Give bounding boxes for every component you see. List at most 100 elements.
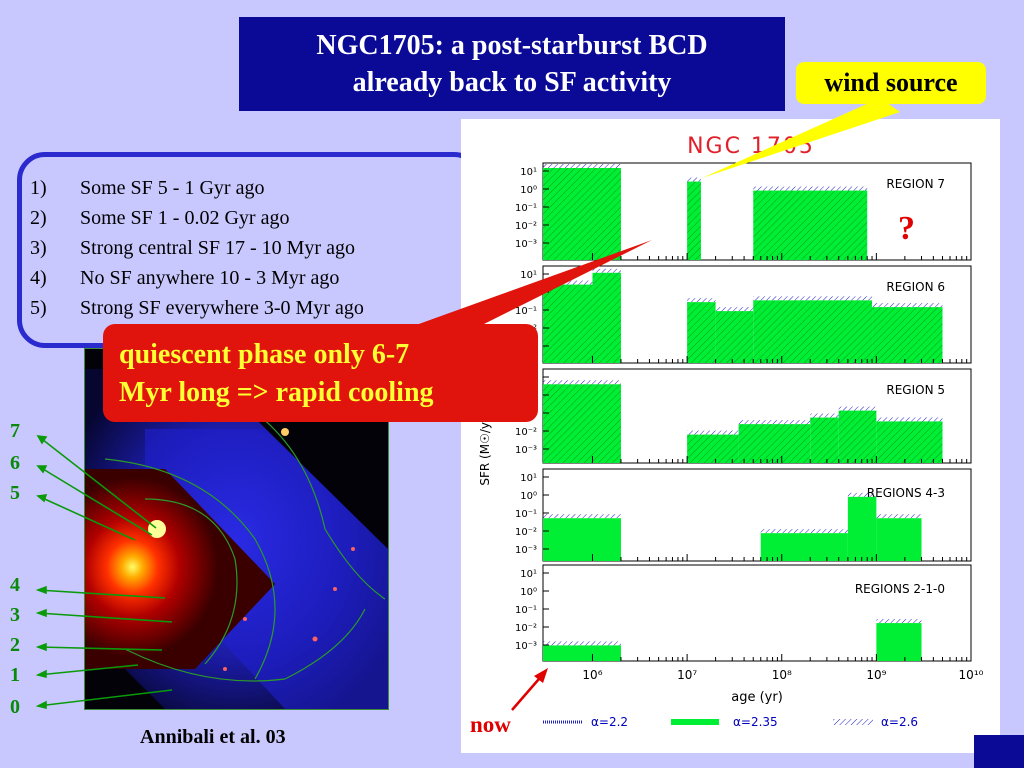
list-item-number: 3): [30, 237, 47, 259]
sfr-bin-hatch: [753, 186, 868, 191]
region-label: 6: [10, 452, 20, 474]
list-item: 3) Strong central SF 17 - 10 Myr ago: [30, 237, 355, 260]
chart-title: NGC 1705: [687, 134, 815, 159]
region-label: 2: [10, 634, 20, 656]
y-tick-label: 10⁻¹: [515, 306, 537, 317]
list-item: 1) Some SF 5 - 1 Gyr ago: [30, 177, 264, 200]
citation: Annibali et al. 03: [140, 726, 286, 748]
sfr-bin: [760, 533, 848, 561]
sfr-bin-hatch: [847, 492, 877, 497]
sfr-bin-hatch: [876, 619, 922, 624]
legend-label: α=2.35: [733, 715, 778, 729]
list-item-number: 2): [30, 207, 47, 229]
quiescent-callout: quiescent phase only 6-7 Myr long => rap…: [103, 324, 538, 422]
y-tick-label: 10¹: [520, 473, 537, 484]
legend-swatch: [833, 719, 873, 725]
sfr-bin: [753, 300, 873, 363]
panel-frame: [542, 564, 972, 662]
x-tick-label: 10⁶: [582, 668, 602, 682]
panel-label: REGION 6: [886, 280, 945, 294]
y-tick-label: 10⁻¹: [515, 203, 537, 214]
list-item: 4) No SF anywhere 10 - 3 Myr ago: [30, 267, 339, 290]
list-item-text: Strong SF everywhere 3-0 Myr ago: [80, 297, 364, 319]
y-tick-label: 10⁻¹: [515, 605, 537, 616]
list-item: 5) Strong SF everywhere 3-0 Myr ago: [30, 297, 364, 320]
sfr-bin: [543, 168, 621, 260]
list-item-text: Some SF 1 - 0.02 Gyr ago: [80, 207, 290, 229]
panel-label: REGION 7: [886, 177, 945, 191]
sfr-bin-hatch: [592, 268, 621, 273]
y-tick-label: 10¹: [520, 569, 537, 580]
list-item-number: 5): [30, 297, 47, 319]
list-item: 2) Some SF 1 - 0.02 Gyr ago: [30, 207, 289, 230]
y-tick-label: 10¹: [520, 270, 537, 281]
sfr-bin: [687, 181, 701, 260]
sfr-bin: [876, 421, 943, 463]
legend-label: α=2.6: [881, 715, 918, 729]
sfr-bin: [687, 302, 716, 363]
y-tick-label: 10⁻³: [515, 445, 537, 456]
sfr-bin-hatch: [543, 164, 621, 169]
region-label: 1: [10, 664, 20, 686]
sfr-bin-hatch: [715, 307, 754, 312]
panel-label: REGIONS 4-3: [867, 486, 945, 500]
x-tick-label: 10⁹: [866, 668, 886, 682]
sfr-bin: [592, 272, 621, 363]
sfr-bin: [543, 284, 593, 363]
sfr-bin: [876, 623, 922, 661]
sfr-bin-hatch: [543, 514, 621, 519]
y-tick-label: 10⁰: [520, 491, 537, 502]
corner-decoration: [974, 735, 1024, 768]
sfr-bin-hatch: [760, 529, 848, 534]
sfr-bin-hatch: [876, 417, 943, 422]
y-tick-label: 10⁻³: [515, 239, 537, 250]
legend-swatch: [671, 719, 719, 725]
list-item-text: No SF anywhere 10 - 3 Myr ago: [80, 267, 340, 289]
x-tick-label: 10⁷: [677, 668, 697, 682]
sfr-bin-hatch: [687, 298, 716, 303]
y-tick-label: 10⁻²: [515, 623, 537, 634]
sfr-bin-hatch: [810, 413, 839, 418]
y-tick-label: 10⁰: [520, 587, 537, 598]
y-tick-label: 10⁻²: [515, 527, 537, 538]
list-item-text: Some SF 5 - 1 Gyr ago: [80, 177, 265, 199]
region-label: 3: [10, 604, 20, 626]
y-tick-label: 10⁻³: [515, 641, 537, 652]
sfr-bin-hatch: [543, 641, 621, 646]
now-label: now: [470, 712, 511, 737]
panel-label: REGION 5: [886, 383, 945, 397]
region-label: 4: [10, 574, 20, 596]
sfr-bin: [753, 190, 868, 260]
y-tick-label: 10⁻²: [515, 427, 537, 438]
region-label: 7: [10, 420, 20, 442]
sfr-bin: [838, 410, 877, 463]
y-tick-label: 10⁻²: [515, 221, 537, 232]
sfr-bin: [876, 518, 922, 561]
y-tick-label: 10⁰: [520, 288, 537, 299]
sfr-bin-hatch: [753, 296, 873, 301]
slide-title: NGC1705: a post-starburst BCD already ba…: [239, 17, 785, 111]
y-tick-label: 10⁻³: [515, 545, 537, 556]
list-item-number: 1): [30, 177, 47, 199]
title-line-1: NGC1705: a post-starburst BCD: [316, 30, 708, 61]
y-tick-label: 10⁰: [520, 185, 537, 196]
sfr-bin-hatch: [872, 303, 943, 308]
quiescent-line-1: quiescent phase only 6-7: [119, 339, 410, 370]
sfr-bin-hatch: [543, 280, 593, 285]
list-item-text: Strong central SF 17 - 10 Myr ago: [80, 237, 355, 259]
sfr-bin: [543, 518, 621, 561]
sfr-bin-hatch: [687, 177, 701, 182]
sfr-bin: [543, 645, 621, 661]
sfr-bin: [847, 496, 877, 561]
wind-source-callout: wind source: [796, 62, 986, 104]
sfr-bin: [687, 434, 739, 463]
sfr-bin-hatch: [543, 380, 621, 385]
region-label: 0: [10, 696, 20, 718]
y-tick-label: 10⁻¹: [515, 509, 537, 520]
x-axis-label: age (yr): [731, 690, 783, 705]
title-line-2: already back to SF activity: [352, 67, 672, 98]
region-label: 5: [10, 482, 20, 504]
sfr-bin: [810, 417, 839, 463]
question-mark: ?: [898, 210, 915, 247]
